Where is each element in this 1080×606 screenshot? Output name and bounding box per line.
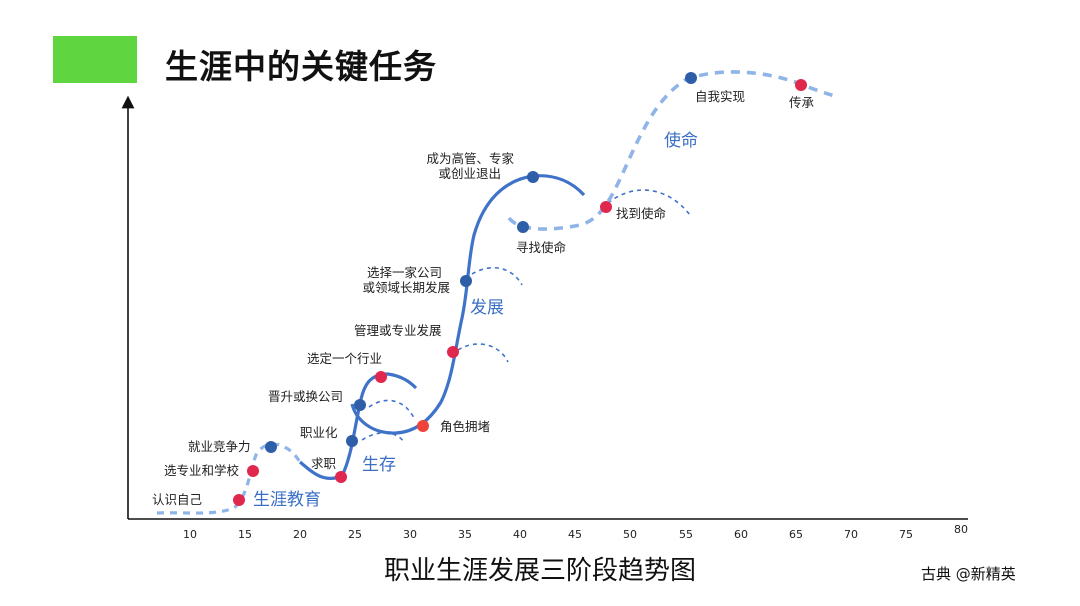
milestone-dot-promotion <box>354 399 366 411</box>
milestone-dots <box>233 72 807 506</box>
x-tick-label: 10 <box>183 528 197 541</box>
x-tick-label: 75 <box>899 528 913 541</box>
milestone-label: 认识自己 <box>152 492 202 507</box>
dashed-arc-5 <box>607 189 691 216</box>
milestone-dot-role-congestion <box>417 420 429 432</box>
figure-caption: 职业生涯发展三阶段趋势图 <box>383 556 696 586</box>
title-accent-block <box>53 36 137 83</box>
milestone-dot-long-term-company <box>460 275 472 287</box>
x-tick-label: 25 <box>348 528 362 541</box>
milestone-label: 就业竞争力 <box>188 439 251 454</box>
milestone-label: 选择一家公司 <box>367 265 442 280</box>
dashed-arc-3 <box>457 343 509 363</box>
x-tick-label: 15 <box>238 528 252 541</box>
dashed-arc-2 <box>368 399 415 419</box>
x-tick-label: 70 <box>844 528 858 541</box>
x-tick-label: 35 <box>458 528 472 541</box>
milestone-label: 选专业和学校 <box>164 463 240 478</box>
milestone-label: 成为高管、专家 <box>426 151 514 166</box>
milestone-dot-employability <box>265 441 277 453</box>
milestone-dot-legacy <box>795 79 807 91</box>
x-tick-label: 20 <box>293 528 307 541</box>
milestone-label: 传承 <box>789 95 815 110</box>
milestone-label: 求职 <box>311 456 336 471</box>
milestone-dot-self-actualization <box>685 72 697 84</box>
milestone-label: 选定一个行业 <box>307 351 382 366</box>
milestone-label: 找到使命 <box>616 206 667 221</box>
x-tick-label: 45 <box>568 528 582 541</box>
dashed-curve-mission <box>507 70 839 231</box>
milestone-label: 晋升或换公司 <box>268 389 343 404</box>
x-tick-labels: 10 15 20 25 30 35 40 45 50 55 60 65 70 75 80 <box>183 523 968 541</box>
milestone-label: 或创业退出 <box>438 166 501 181</box>
phase-label-education: 生涯教育 <box>253 490 321 510</box>
milestone-label: 寻找使命 <box>516 240 567 255</box>
x-tick-label: 40 <box>513 528 527 541</box>
x-tick-label: 30 <box>403 528 417 541</box>
x-tick-label: 60 <box>734 528 748 541</box>
x-tick-label: 80 <box>954 523 968 536</box>
main-career-curve-2 <box>350 174 586 435</box>
milestone-label: 自我实现 <box>695 89 745 104</box>
phase-label-survival: 生存 <box>362 455 396 475</box>
milestone-dot-professionalism <box>346 435 358 447</box>
milestone-dot-find-mission <box>600 201 612 213</box>
phase-label-mission: 使命 <box>664 130 698 151</box>
milestone-label: 或领域长期发展 <box>362 280 450 295</box>
milestone-dot-executive <box>527 171 539 183</box>
dashed-arc-4 <box>471 266 523 286</box>
milestone-dot-job-hunt <box>335 471 347 483</box>
milestone-label: 角色拥堵 <box>440 419 490 434</box>
author-credit: 古典 @新精英 <box>921 565 1016 583</box>
milestone-dot-choose-industry <box>375 371 387 383</box>
x-tick-label: 55 <box>679 528 693 541</box>
dashed-curve-education <box>156 442 302 515</box>
milestone-dot-seek-mission <box>517 221 529 233</box>
x-tick-label: 50 <box>623 528 637 541</box>
page-title: 生涯中的关键任务 <box>165 47 437 86</box>
milestone-dot-management <box>447 346 459 358</box>
milestone-label: 管理或专业发展 <box>354 323 442 338</box>
milestone-label: 职业化 <box>300 425 338 440</box>
x-tick-label: 65 <box>789 528 803 541</box>
phase-label-development: 发展 <box>470 298 504 318</box>
milestone-dot-self-awareness <box>233 494 245 506</box>
milestone-dot-choose-major <box>247 465 259 477</box>
